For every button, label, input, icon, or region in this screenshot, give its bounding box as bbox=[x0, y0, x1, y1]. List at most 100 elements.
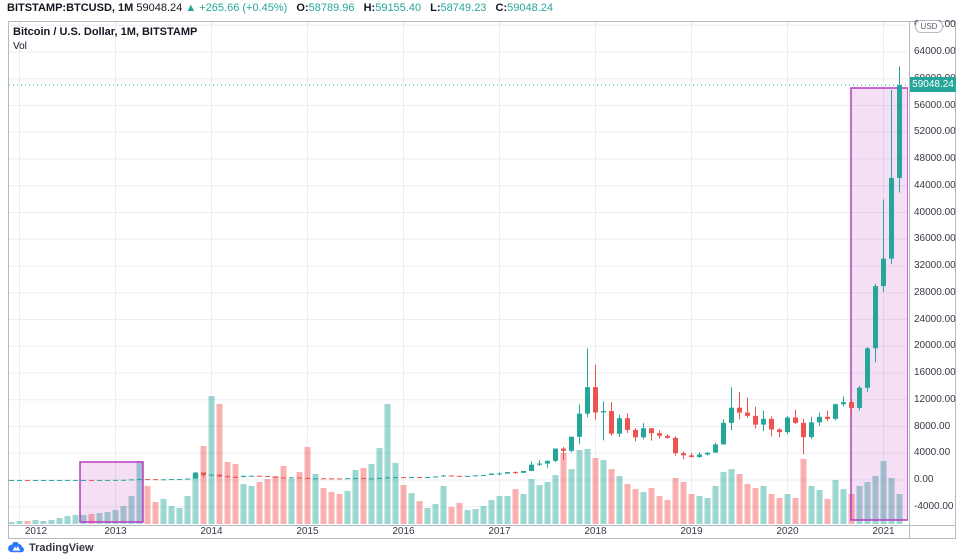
price-tick-label: 28000.00 bbox=[914, 286, 956, 298]
candle-body bbox=[561, 448, 566, 451]
highlight-box-1[interactable] bbox=[79, 461, 144, 523]
volume-bar bbox=[864, 482, 871, 524]
gridlines bbox=[9, 22, 908, 524]
volume-bar bbox=[496, 496, 503, 524]
candle-body bbox=[73, 479, 78, 481]
candle-body bbox=[529, 464, 534, 471]
volume-bar bbox=[544, 482, 551, 524]
candle-body bbox=[697, 454, 702, 458]
candle-body bbox=[633, 429, 638, 438]
candle-body bbox=[593, 387, 598, 413]
candle-body bbox=[657, 433, 662, 436]
currency-unit-button[interactable]: USD bbox=[915, 20, 943, 33]
candle-body bbox=[441, 475, 446, 477]
price-tick-label: 32000.00 bbox=[914, 260, 956, 271]
chart-frame bbox=[8, 21, 956, 539]
open-value: 58789.96 bbox=[308, 2, 355, 14]
volume-bar bbox=[144, 486, 151, 524]
volume-bar bbox=[192, 474, 199, 524]
volume-bar bbox=[168, 506, 175, 524]
candle-body bbox=[185, 478, 190, 480]
candle-body bbox=[849, 402, 854, 408]
candle-body bbox=[385, 477, 390, 479]
volume-bar bbox=[800, 459, 807, 524]
year-tick-label: 2013 bbox=[104, 526, 127, 537]
volume-bar bbox=[744, 484, 751, 524]
volume-bar bbox=[672, 478, 679, 524]
volume-bar bbox=[856, 486, 863, 524]
symbol-title[interactable]: BITSTAMP:BTCUSD, 1M bbox=[7, 2, 134, 14]
legend-volume-indicator[interactable]: Vol bbox=[13, 41, 27, 52]
candle-body bbox=[313, 478, 318, 480]
candle-body bbox=[449, 475, 454, 477]
volume-bar bbox=[552, 475, 559, 524]
candle-body bbox=[353, 478, 358, 480]
volume-bar bbox=[768, 494, 775, 524]
candle-body bbox=[161, 479, 166, 481]
candle-body bbox=[41, 479, 46, 481]
candle-body bbox=[137, 479, 142, 481]
volume-bar bbox=[640, 492, 647, 524]
year-tick-label: 2017 bbox=[488, 526, 511, 537]
candle-body bbox=[233, 476, 238, 478]
candle-body bbox=[825, 416, 830, 419]
volume-bar bbox=[296, 472, 303, 524]
volume-bar bbox=[664, 500, 671, 524]
candle-body bbox=[737, 407, 742, 413]
volume-bar bbox=[816, 490, 823, 524]
volume-bar bbox=[264, 479, 271, 524]
legend-title[interactable]: Bitcoin / U.S. Dollar, 1M, BITSTAMP bbox=[13, 26, 198, 38]
candle-body bbox=[265, 476, 270, 478]
candle-body bbox=[817, 416, 822, 423]
candle-body bbox=[609, 411, 614, 434]
candle-body bbox=[721, 422, 726, 445]
volume-bar bbox=[872, 476, 879, 524]
volume-bar bbox=[136, 461, 143, 524]
candle-body bbox=[81, 479, 86, 481]
candle-body bbox=[49, 479, 54, 481]
volume-bar bbox=[840, 489, 847, 524]
volume-bar bbox=[600, 460, 607, 524]
volume-bar bbox=[280, 466, 287, 524]
low-label: L: bbox=[430, 2, 441, 14]
volume-bar bbox=[272, 476, 279, 524]
candle-body bbox=[329, 478, 334, 480]
candle-body bbox=[305, 477, 310, 479]
candle-body bbox=[601, 411, 606, 413]
candle-body bbox=[401, 477, 406, 479]
price-tick-label: 20000.00 bbox=[914, 340, 956, 352]
volume-bar bbox=[232, 464, 239, 524]
price-axis[interactable]: 68000.0064000.0060000.0056000.0052000.00… bbox=[910, 19, 956, 525]
volume-bar bbox=[208, 396, 215, 524]
volume-bar bbox=[152, 502, 159, 524]
candle-body bbox=[665, 435, 670, 438]
candle-body bbox=[833, 404, 838, 419]
candle-body bbox=[281, 477, 286, 479]
candle-body bbox=[745, 412, 750, 416]
candle-body bbox=[201, 472, 206, 476]
volume-bar bbox=[248, 486, 255, 524]
volume-bar bbox=[48, 520, 55, 524]
volume-bar bbox=[448, 507, 455, 524]
volume-bar bbox=[688, 494, 695, 524]
candle-body bbox=[673, 437, 678, 454]
volume-bar bbox=[40, 521, 47, 524]
candle-body bbox=[17, 479, 22, 481]
price-tick-label: -4000.00 bbox=[914, 500, 954, 512]
volume-bar bbox=[312, 474, 319, 524]
candle-body bbox=[33, 479, 38, 481]
candle-body bbox=[369, 478, 374, 480]
volume-bar bbox=[504, 496, 511, 524]
price-tick-label: 0.00 bbox=[914, 474, 934, 485]
volume-bar bbox=[24, 521, 31, 524]
volume-bar bbox=[656, 496, 663, 524]
volume-bar bbox=[224, 462, 231, 524]
volume-bar bbox=[344, 491, 351, 524]
candle-body bbox=[145, 479, 150, 481]
tradingview-attribution[interactable]: TradingView bbox=[8, 542, 94, 554]
candle-body bbox=[713, 444, 718, 453]
volume-bar bbox=[128, 496, 135, 524]
candle-body bbox=[297, 477, 302, 479]
time-axis[interactable]: 2012 2013 2014 2015 2016 2017 2018 2019 2020 2021 bbox=[9, 526, 909, 539]
